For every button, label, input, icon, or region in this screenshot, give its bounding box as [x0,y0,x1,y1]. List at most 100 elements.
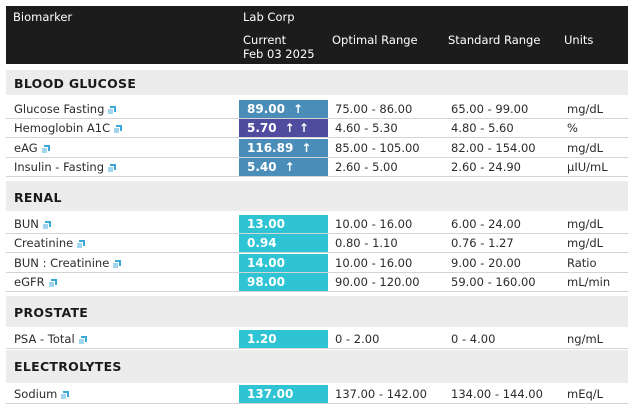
table-row: eGFR 98.00 90.00 - 120.00 59.00 - 160.00 mL/… [6,272,628,292]
section-header-electrolytes: ELECTROLYTES [6,350,628,383]
optimal-range: 75.00 - 86.00 [335,102,413,116]
row-divider [6,118,628,119]
row-divider [6,175,628,177]
optimal-range: 10.00 - 16.00 [335,255,413,270]
up-arrow-icon: ↑ [284,159,295,174]
copy-icon[interactable] [77,240,86,249]
header-optimal-range: Optimal Range [332,33,418,47]
current-value-badge: 137.00 [239,385,328,403]
unit: mg/dL [567,217,604,231]
current-value: 137.00 [247,387,294,401]
copy-icon[interactable] [108,106,117,114]
section-title: BLOOD GLUCOSE [14,76,137,91]
optimal-range: 4.60 - 5.30 [335,121,398,136]
table-row: Creatinine 0.94 0.80 - 1.10 0.76 - 1.27 mg/d… [6,233,628,254]
biomarker-name: Hemoglobin A1C [14,121,111,136]
row-divider [6,403,628,404]
current-value-badge: 14.00 [239,253,328,272]
section-title: ELECTROLYTES [14,359,122,374]
up-arrow-icon: ↑ ↑ [284,121,309,136]
current-value-badge: 116.89 ↑ [239,138,328,157]
current-value: 1.20 [247,332,277,346]
copy-icon[interactable] [41,144,50,153]
biomarker-name: BUN [14,217,39,231]
current-value: 116.89 [247,140,294,155]
biomarker-name: eAG [14,140,38,155]
standard-range: 65.00 - 99.00 [451,102,529,116]
table-header: Biomarker Lab Corp Current Feb 03 2025 O… [6,6,628,64]
section-title: PROSTATE [14,305,89,320]
optimal-range: 0 - 2.00 [335,332,380,346]
standard-range: 59.00 - 160.00 [451,274,536,289]
row-divider [6,156,628,158]
up-arrow-icon: ↑ [301,140,312,155]
biomarker-name-cell: BUN : Creatinine [14,253,122,273]
table-row: Sodium 137.00 137.00 - 142.00 134.00 - 144.… [6,384,628,404]
copy-icon[interactable] [78,336,87,344]
copy-icon[interactable] [108,163,116,172]
up-arrow-icon: ↑ [292,102,304,116]
copy-icon[interactable] [61,391,70,399]
table-row: eAG 116.89 ↑ 85.00 - 105.00 82.00 - 154.00 mg… [6,138,628,158]
copy-icon[interactable] [114,125,123,134]
copy-icon[interactable] [48,278,57,287]
current-value-badge: 0.94 [239,234,328,253]
current-value-badge: 5.40 ↑ [239,157,328,176]
current-value-badge: 98.00 [239,272,328,291]
copy-icon[interactable] [113,259,122,268]
row-divider [6,290,628,292]
copy-icon[interactable] [42,221,51,229]
table-row: Hemoglobin A1C 5.70 ↑ ↑ 4.60 - 5.30 4.80 - 5… [6,118,628,139]
table-row: Glucose Fasting 89.00 ↑ 75.00 - 86.00 65.00 … [6,99,628,119]
unit: mL/min [567,274,611,289]
biomarker-name: Insulin - Fasting [14,159,104,174]
section-header-renal: RENAL [6,181,628,211]
standard-range: 6.00 - 24.00 [451,217,521,231]
biomarker-name-cell: BUN [14,214,51,234]
standard-range: 2.60 - 24.90 [451,159,521,174]
section-header-prostate: PROSTATE [6,296,628,327]
header-current: Current [243,33,287,47]
table-row: Insulin - Fasting 5.40 ↑ 2.60 - 5.00 2.60 - … [6,157,628,177]
biomarker-name: Glucose Fasting [14,102,105,116]
current-value-badge: 1.20 [239,330,328,348]
standard-range: 9.00 - 20.00 [451,255,521,270]
current-value-badge: 5.70 ↑ ↑ [239,119,328,138]
biomarker-name-cell: eAG [14,138,50,158]
biomarker-name: Sodium [14,387,58,401]
row-divider [6,252,628,254]
unit: µIU/mL [567,159,608,174]
standard-range: 4.80 - 5.60 [451,121,514,136]
unit: mEq/L [567,387,604,401]
unit: ng/mL [567,332,604,346]
current-value-badge: 13.00 [239,215,328,233]
biomarker-name: PSA - Total [14,332,75,346]
section-header-blood-glucose: BLOOD GLUCOSE [6,70,628,95]
biomarker-name-cell: PSA - Total [14,329,87,349]
table-row: BUN 13.00 10.00 - 16.00 6.00 - 24.00 mg/dL [6,214,628,234]
standard-range: 0 - 4.00 [451,332,496,346]
standard-range: 0.76 - 1.27 [451,236,514,251]
table-row: BUN : Creatinine 14.00 10.00 - 16.00 9.00 -… [6,253,628,273]
section-title: RENAL [14,190,62,205]
header-lab: Lab Corp [243,10,295,24]
standard-range: 134.00 - 144.00 [451,387,543,401]
unit: mg/dL [567,102,604,116]
current-value: 89.00 [247,102,285,116]
optimal-range: 2.60 - 5.00 [335,159,398,174]
header-date: Feb 03 2025 [243,47,315,61]
current-value: 98.00 [247,274,285,289]
current-value: 13.00 [247,217,285,231]
biomarker-name: Creatinine [14,236,74,251]
biomarker-name: eGFR [14,274,45,289]
optimal-range: 0.80 - 1.10 [335,236,398,251]
row-divider [6,137,628,139]
row-divider [6,271,628,273]
biomarker-name-cell: Glucose Fasting [14,99,117,119]
biomarker-name-cell: Creatinine [14,233,86,253]
optimal-range: 10.00 - 16.00 [335,217,413,231]
row-divider [6,233,628,234]
optimal-range: 137.00 - 142.00 [335,387,427,401]
biomarker-name-cell: Hemoglobin A1C [14,118,123,138]
